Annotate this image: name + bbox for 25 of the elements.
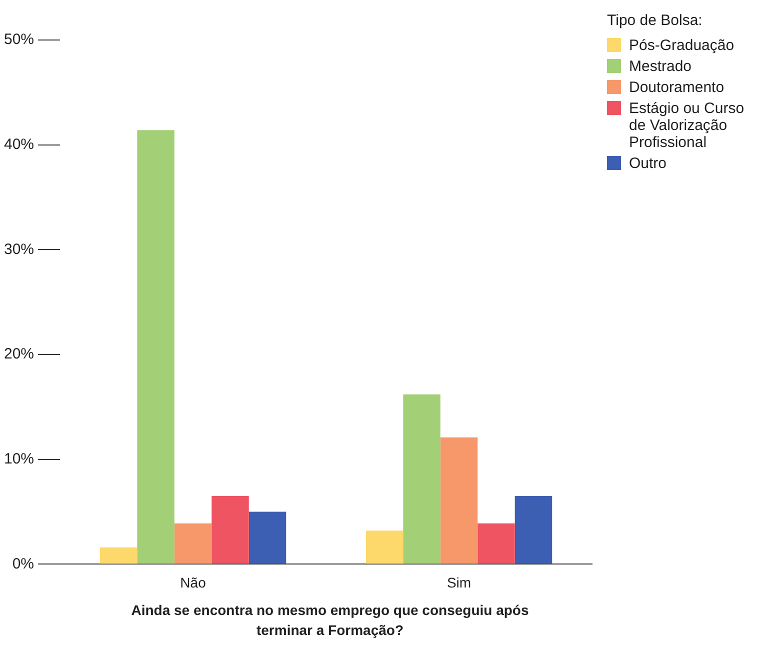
bar [366, 530, 404, 564]
x-tick-label: Sim [446, 574, 472, 590]
legend-label: Estágio ou Curso de Valorização Profissional [629, 100, 746, 151]
y-tick-label: 50% [4, 31, 34, 48]
bar [174, 523, 212, 564]
legend-label: Pós-Graduação [629, 37, 734, 54]
y-tick-label: 0% [12, 555, 34, 572]
legend-label: Mestrado [629, 58, 692, 75]
legend-label: Outro [629, 155, 667, 172]
legend-title: Tipo de Bolsa: [607, 12, 704, 29]
bar [440, 437, 478, 564]
y-tick-label: 20% [4, 346, 34, 363]
legend-label: Doutoramento [629, 79, 724, 96]
bar [514, 496, 552, 564]
bar [478, 523, 515, 564]
y-tick-label: 30% [4, 240, 34, 258]
x-axis-title: Ainda se encontra no mesmo emprego que conseguiu após terminar a Formação? [130, 601, 530, 640]
bar [100, 547, 138, 564]
bar [403, 394, 440, 564]
bar [248, 512, 286, 564]
bar [212, 496, 249, 564]
bar [137, 130, 174, 564]
y-tick-label: 40% [4, 136, 34, 153]
x-tick-label: Não [180, 574, 206, 590]
y-tick-label: 10% [4, 450, 34, 468]
